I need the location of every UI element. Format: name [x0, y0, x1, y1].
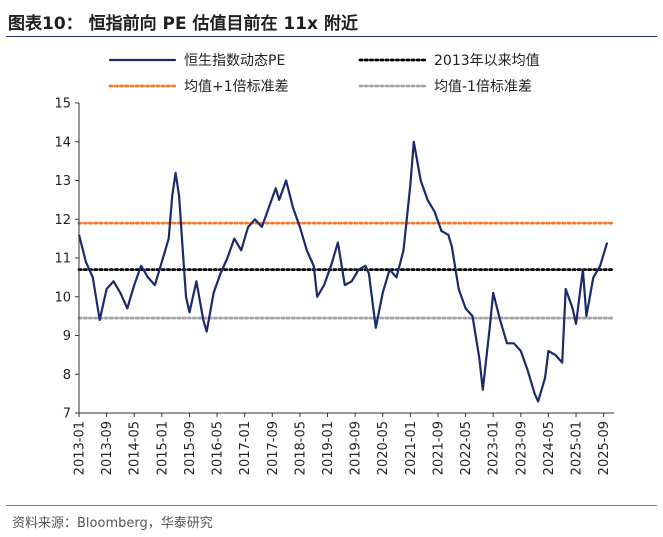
x-tick-label-2019-09: 2019-09: [349, 421, 364, 475]
y-tick-label-10: 10: [54, 290, 71, 305]
x-tick-label-2025-01: 2025-01: [570, 421, 585, 475]
x-tick-label-2021-09: 2021-09: [432, 421, 447, 475]
y-tick-label-7: 7: [63, 407, 71, 422]
legend-label-2: 均值+1倍标准差: [184, 79, 289, 95]
x-tick-label-2017-01: 2017-01: [238, 421, 253, 475]
reference-lines: [77, 221, 616, 320]
x-tick-label-2015-09: 2015-09: [183, 421, 198, 475]
source-note: 资料来源：Bloomberg，华泰研究: [12, 516, 213, 531]
x-tick-label-2022-05: 2022-05: [459, 421, 474, 475]
x-tick-label-2021-01: 2021-01: [404, 421, 419, 475]
axes: 7 8 9 10 11 12 13 14 15 2013-01 2013-09 2014-05 2015…: [54, 97, 614, 475]
x-tick-label-2025-09: 2025-09: [597, 421, 612, 475]
figure-title: 图表10： 恒指前向 PE 估值目前在 11x 附近: [8, 14, 358, 34]
y-tick-label-14: 14: [54, 135, 71, 150]
pe-chart: 7 8 9 10 11 12 13 14 15 2013-01 2013-09 2014-05 2015…: [54, 53, 616, 475]
legend-label-3: 均值-1倍标准差: [434, 79, 532, 95]
x-tick-label-2023-09: 2023-09: [514, 421, 529, 475]
y-tick-label-11: 11: [54, 252, 71, 267]
y-tick-label-9: 9: [63, 329, 71, 344]
x-tick-label-2014-05: 2014-05: [128, 421, 143, 475]
plot-background: [79, 103, 614, 413]
series-layer: [77, 140, 609, 403]
source-rule: [6, 505, 657, 506]
plot-area: [79, 103, 614, 413]
x-tick-label-2013-01: 2013-01: [73, 421, 88, 475]
x-tick-label-2019-01: 2019-01: [321, 421, 336, 475]
x-tick-label-2023-01: 2023-01: [487, 421, 502, 475]
legend-label-1: 2013年以来均值: [434, 53, 540, 69]
y-tick-label-15: 15: [54, 97, 71, 112]
title-rule: [6, 36, 657, 37]
x-tick-label-2016-05: 2016-05: [211, 421, 226, 475]
y-tick-label-13: 13: [54, 174, 71, 189]
x-tick-label-2017-09: 2017-09: [266, 421, 281, 475]
y-tick-label-8: 8: [63, 368, 71, 383]
x-tick-label-2024-05: 2024-05: [542, 421, 557, 475]
x-tick-label-2013-09: 2013-09: [100, 421, 115, 475]
legend-label-0: 恒生指数动态PE: [184, 53, 285, 69]
x-tick-label-2015-01: 2015-01: [155, 421, 170, 475]
x-tick-label-2020-05: 2020-05: [376, 421, 391, 475]
y-tick-label-12: 12: [54, 213, 71, 228]
x-tick-label-2018-05: 2018-05: [293, 421, 308, 475]
series-line-pe: [77, 140, 609, 403]
